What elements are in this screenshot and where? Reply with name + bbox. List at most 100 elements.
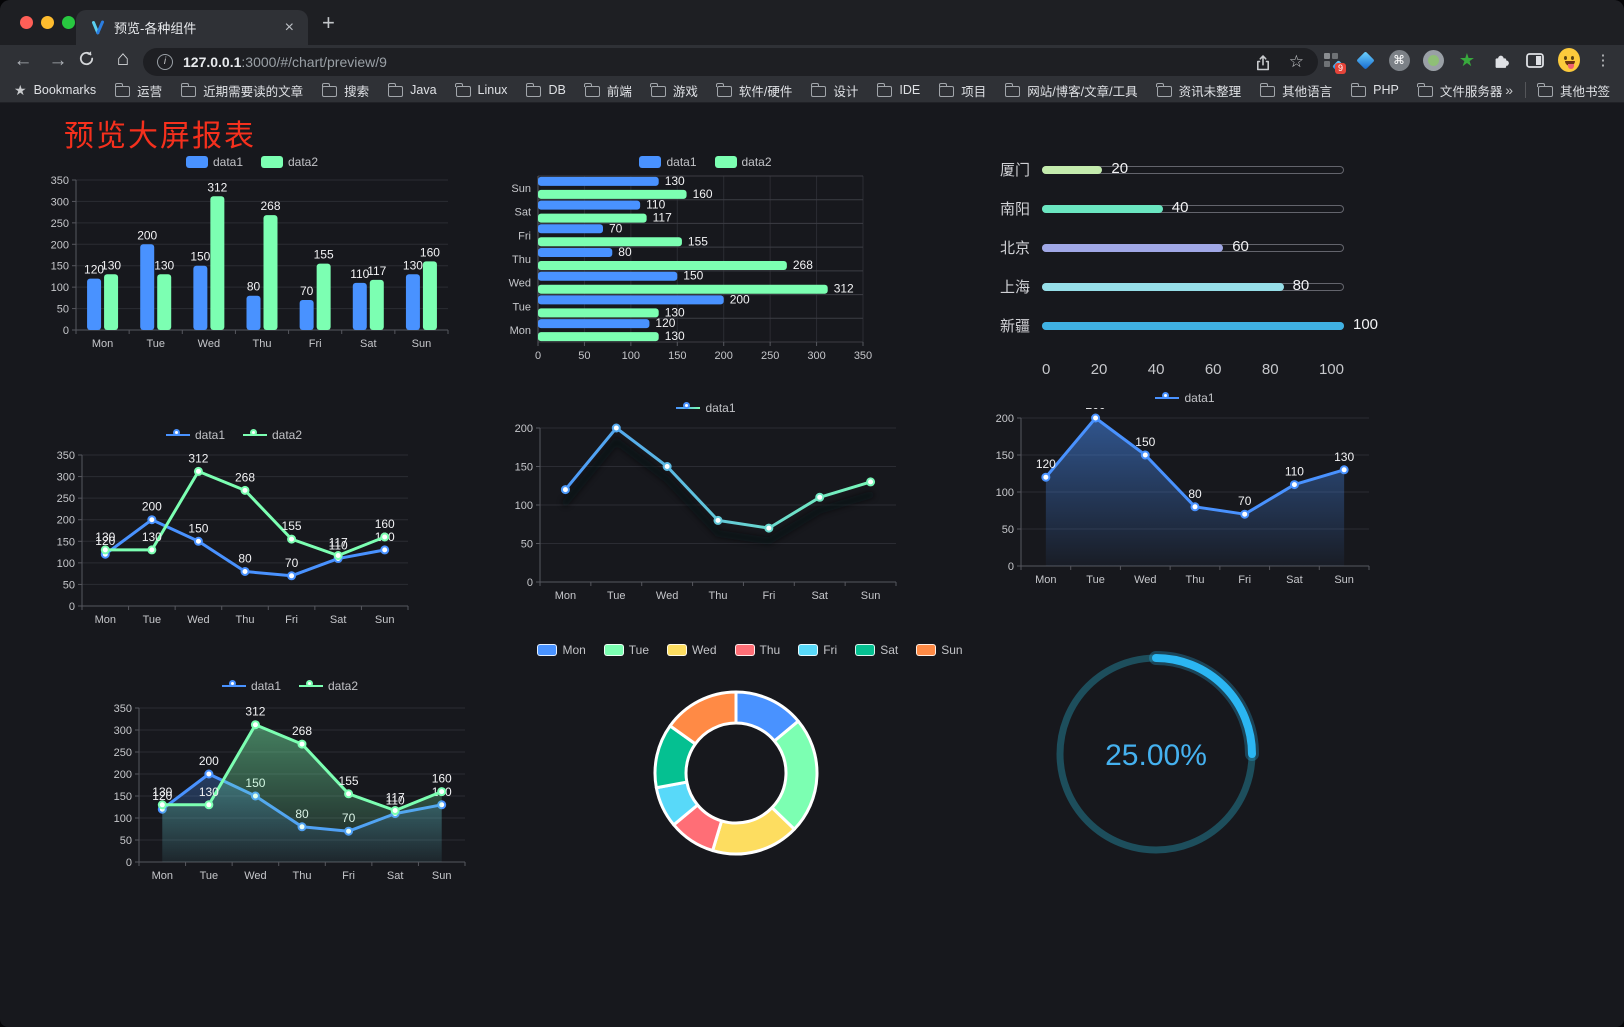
bookmark-folder[interactable]: Java: [387, 82, 437, 97]
bookmark-folder[interactable]: 搜索: [321, 81, 369, 100]
legend-item[interactable]: data2: [299, 679, 358, 693]
bookmark-folder[interactable]: 前端: [584, 81, 632, 100]
bookmark-folder-label: 其他语言: [1282, 84, 1333, 99]
svg-text:312: 312: [207, 180, 227, 194]
legend-item[interactable]: data1: [221, 679, 281, 693]
svg-text:Sun: Sun: [861, 590, 881, 602]
legend-label: Sat: [880, 643, 899, 657]
svg-text:Tue: Tue: [1086, 574, 1105, 586]
svg-text:130: 130: [665, 329, 685, 343]
svg-text:312: 312: [188, 451, 208, 465]
progress-value: 100: [1353, 315, 1379, 333]
bookmark-folder[interactable]: 软件/硬件: [716, 81, 792, 100]
svg-text:80: 80: [618, 245, 632, 259]
new-tab-button[interactable]: +: [322, 10, 335, 35]
legend-swatch-icon: [299, 680, 323, 688]
close-tab-icon[interactable]: ×: [284, 18, 294, 36]
legend-item[interactable]: Thu: [734, 643, 780, 657]
other-bookmarks-folder[interactable]: 其他书签: [1537, 81, 1610, 100]
svg-text:50: 50: [57, 304, 69, 316]
share-icon[interactable]: [1255, 54, 1271, 71]
bookmark-folder-label: Java: [410, 83, 437, 97]
axis-tick-label: 60: [1204, 361, 1222, 378]
legend-item[interactable]: data2: [243, 428, 302, 442]
svg-text:120: 120: [152, 789, 172, 803]
svg-text:120: 120: [655, 316, 675, 330]
legend-item[interactable]: Tue: [603, 643, 649, 657]
svg-text:130: 130: [95, 530, 115, 544]
browser-tab[interactable]: 预览-各种组件 ×: [76, 10, 308, 45]
address-bar[interactable]: i 127.0.0.1:3000/#/chart/preview/9 ☆: [143, 48, 1318, 76]
close-window-button[interactable]: [20, 16, 33, 29]
svg-text:50: 50: [1002, 524, 1014, 536]
bookmark-folder[interactable]: DB: [525, 82, 566, 97]
bookmark-folder[interactable]: 网站/博客/文章/工具: [1004, 81, 1138, 100]
extension-record-icon[interactable]: [1422, 49, 1444, 71]
legend-item[interactable]: data1: [165, 428, 225, 442]
legend-item[interactable]: Sun: [916, 643, 963, 657]
progress-row: 新疆 100: [988, 306, 1380, 345]
gauge-chart: 25.00%: [1040, 646, 1275, 864]
home-button[interactable]: ⌂: [116, 47, 130, 70]
svg-text:120: 120: [84, 263, 104, 277]
bookmarks-overflow-area: » 其他书签: [1505, 81, 1610, 100]
progress-fill: [1042, 243, 1224, 252]
axis-tick-label: 80: [1261, 361, 1279, 378]
legend-item[interactable]: data2: [261, 155, 318, 169]
bookmark-folder[interactable]: 近期需要读的文章: [180, 81, 303, 100]
bookmark-star-icon[interactable]: ☆: [1288, 52, 1304, 71]
bookmarks-overflow-chevron[interactable]: »: [1505, 82, 1513, 98]
extension-gem-icon[interactable]: [1354, 49, 1376, 71]
axis-tick-label: 40: [1147, 361, 1165, 378]
bookmark-folder-label: 项目: [961, 84, 987, 99]
site-info-icon[interactable]: i: [157, 54, 173, 70]
browser-menu-button[interactable]: ⋮: [1595, 52, 1611, 69]
chart-legend: data1: [502, 398, 910, 418]
svg-text:Wed: Wed: [244, 870, 266, 882]
bookmarks-root[interactable]: ★ Bookmarks: [14, 81, 97, 98]
side-panel-icon[interactable]: [1524, 49, 1546, 71]
svg-text:300: 300: [807, 350, 825, 362]
svg-text:268: 268: [235, 470, 255, 484]
legend-item[interactable]: Mon: [537, 643, 586, 657]
legend-item[interactable]: data1: [639, 155, 697, 169]
bookmark-folder[interactable]: Linux: [455, 82, 507, 97]
extension-grid-icon[interactable]: 9: [1320, 49, 1346, 74]
extension-command-icon[interactable]: ⌘: [1388, 49, 1410, 71]
legend-item[interactable]: data1: [676, 401, 736, 415]
svg-text:268: 268: [793, 258, 813, 272]
bookmark-folder[interactable]: 游戏: [650, 81, 698, 100]
svg-text:268: 268: [292, 724, 312, 738]
bookmark-folder[interactable]: 文件服务器: [1417, 81, 1502, 100]
svg-text:160: 160: [432, 772, 452, 786]
forward-button[interactable]: →: [48, 50, 68, 71]
bookmark-folder[interactable]: 其他语言: [1259, 81, 1333, 100]
legend-item[interactable]: data1: [1155, 391, 1215, 405]
legend-item[interactable]: data2: [714, 155, 772, 169]
legend-item[interactable]: data1: [185, 155, 243, 169]
area-line-chart: data1 0 50 100 150 200 Mon Tue Wed Thu Fri Sat Sun 12…: [985, 388, 1385, 594]
folder-icon: [1417, 82, 1433, 97]
extension-star-icon[interactable]: ★: [1458, 50, 1476, 70]
legend-item[interactable]: Wed: [667, 643, 717, 657]
bar-chart: data1 data2 0 50 100 150 200 250 300 350 Mon Tue Wed…: [42, 152, 462, 356]
legend-item[interactable]: Fri: [798, 643, 837, 657]
svg-text:0: 0: [535, 350, 541, 362]
reload-button[interactable]: [78, 50, 104, 67]
profile-avatar[interactable]: [1558, 48, 1580, 72]
minimize-window-button[interactable]: [41, 16, 54, 29]
legend-label: data1: [1184, 391, 1215, 405]
zoom-window-button[interactable]: [62, 16, 75, 29]
back-button[interactable]: ←: [13, 50, 33, 71]
bookmark-folder[interactable]: 设计: [810, 81, 858, 100]
legend-item[interactable]: Sat: [855, 643, 898, 657]
svg-text:Wed: Wed: [1134, 574, 1156, 586]
legend-label: data2: [328, 679, 359, 693]
bookmark-folder[interactable]: PHP: [1350, 82, 1399, 97]
bookmark-folder[interactable]: IDE: [876, 82, 920, 97]
bookmark-folder[interactable]: 资讯未整理: [1156, 81, 1241, 100]
bookmark-folder[interactable]: 运营: [115, 81, 162, 100]
svg-text:Sat: Sat: [360, 338, 377, 350]
bookmark-folder[interactable]: 项目: [938, 81, 987, 100]
extensions-puzzle-icon[interactable]: [1490, 49, 1512, 71]
